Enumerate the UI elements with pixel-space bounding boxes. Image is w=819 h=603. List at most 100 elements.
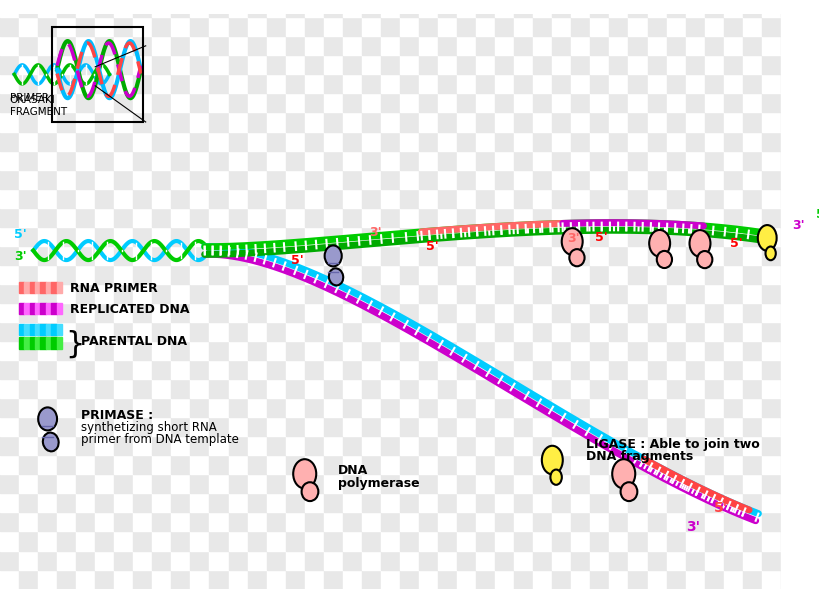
Bar [190, 36, 209, 55]
Bar [35, 303, 40, 314]
Bar [704, 475, 723, 493]
Bar [514, 551, 532, 570]
Bar [342, 246, 361, 265]
Bar [609, 455, 627, 475]
Bar [647, 570, 666, 589]
Bar [723, 55, 742, 74]
Bar [38, 17, 57, 36]
Bar [0, 322, 19, 341]
Bar [114, 55, 133, 74]
Bar [571, 36, 590, 55]
Bar [114, 227, 133, 246]
Bar [38, 0, 57, 17]
Bar [476, 570, 495, 589]
Bar [609, 303, 627, 322]
Bar [190, 207, 209, 227]
Bar [647, 113, 666, 131]
Bar [476, 551, 495, 570]
Bar [171, 17, 190, 36]
Bar [114, 303, 133, 322]
Bar [285, 341, 305, 360]
Bar [0, 551, 19, 570]
Bar [647, 55, 666, 74]
Bar [209, 74, 229, 93]
Bar [209, 113, 229, 131]
Bar [476, 417, 495, 436]
Bar [609, 74, 627, 93]
Bar [532, 189, 552, 207]
Bar [514, 531, 532, 551]
Bar [742, 0, 761, 17]
Bar [266, 360, 285, 379]
Bar [361, 169, 381, 189]
Bar [266, 303, 285, 322]
Bar [95, 322, 114, 341]
Bar [229, 475, 247, 493]
Bar [647, 341, 666, 360]
Bar [761, 265, 780, 284]
Bar [51, 337, 57, 349]
Bar [780, 169, 799, 189]
Bar [266, 207, 285, 227]
Bar [40, 324, 46, 335]
Bar [171, 131, 190, 151]
Bar [133, 74, 152, 93]
Bar [324, 341, 342, 360]
Bar [400, 513, 419, 531]
Bar [685, 17, 704, 36]
Bar [723, 570, 742, 589]
Bar [171, 341, 190, 360]
Bar [704, 55, 723, 74]
Bar [437, 493, 456, 513]
Bar [247, 74, 266, 93]
Bar [685, 322, 704, 341]
Bar [76, 131, 95, 151]
Bar [209, 55, 229, 74]
Bar [590, 417, 609, 436]
Bar [571, 531, 590, 551]
Ellipse shape [293, 459, 316, 488]
Bar [437, 17, 456, 36]
Bar [476, 169, 495, 189]
Bar [152, 151, 171, 169]
Bar [342, 36, 361, 55]
Bar [609, 436, 627, 455]
Bar [437, 246, 456, 265]
Bar [361, 93, 381, 113]
Bar [381, 55, 400, 74]
Bar [285, 113, 305, 131]
Bar [627, 36, 647, 55]
Bar [532, 246, 552, 265]
Bar [552, 189, 571, 207]
Bar [76, 36, 95, 55]
Bar [647, 551, 666, 570]
Bar [476, 303, 495, 322]
Bar [552, 436, 571, 455]
Bar [38, 551, 57, 570]
Bar [495, 74, 514, 93]
Bar [780, 379, 799, 398]
Bar [324, 436, 342, 455]
Bar [361, 475, 381, 493]
Bar [552, 303, 571, 322]
Bar [590, 322, 609, 341]
Bar [361, 417, 381, 436]
Bar [95, 131, 114, 151]
Bar [456, 360, 476, 379]
Bar [285, 379, 305, 398]
Bar [495, 284, 514, 303]
Bar [495, 131, 514, 151]
Bar [247, 455, 266, 475]
Bar [666, 379, 685, 398]
Bar [666, 93, 685, 113]
Bar [532, 207, 552, 227]
Bar [627, 169, 647, 189]
Bar [571, 169, 590, 189]
Bar [133, 360, 152, 379]
Bar [324, 531, 342, 551]
Bar [114, 551, 133, 570]
Bar [285, 17, 305, 36]
Ellipse shape [568, 249, 584, 267]
Bar [209, 151, 229, 169]
Bar [666, 246, 685, 265]
